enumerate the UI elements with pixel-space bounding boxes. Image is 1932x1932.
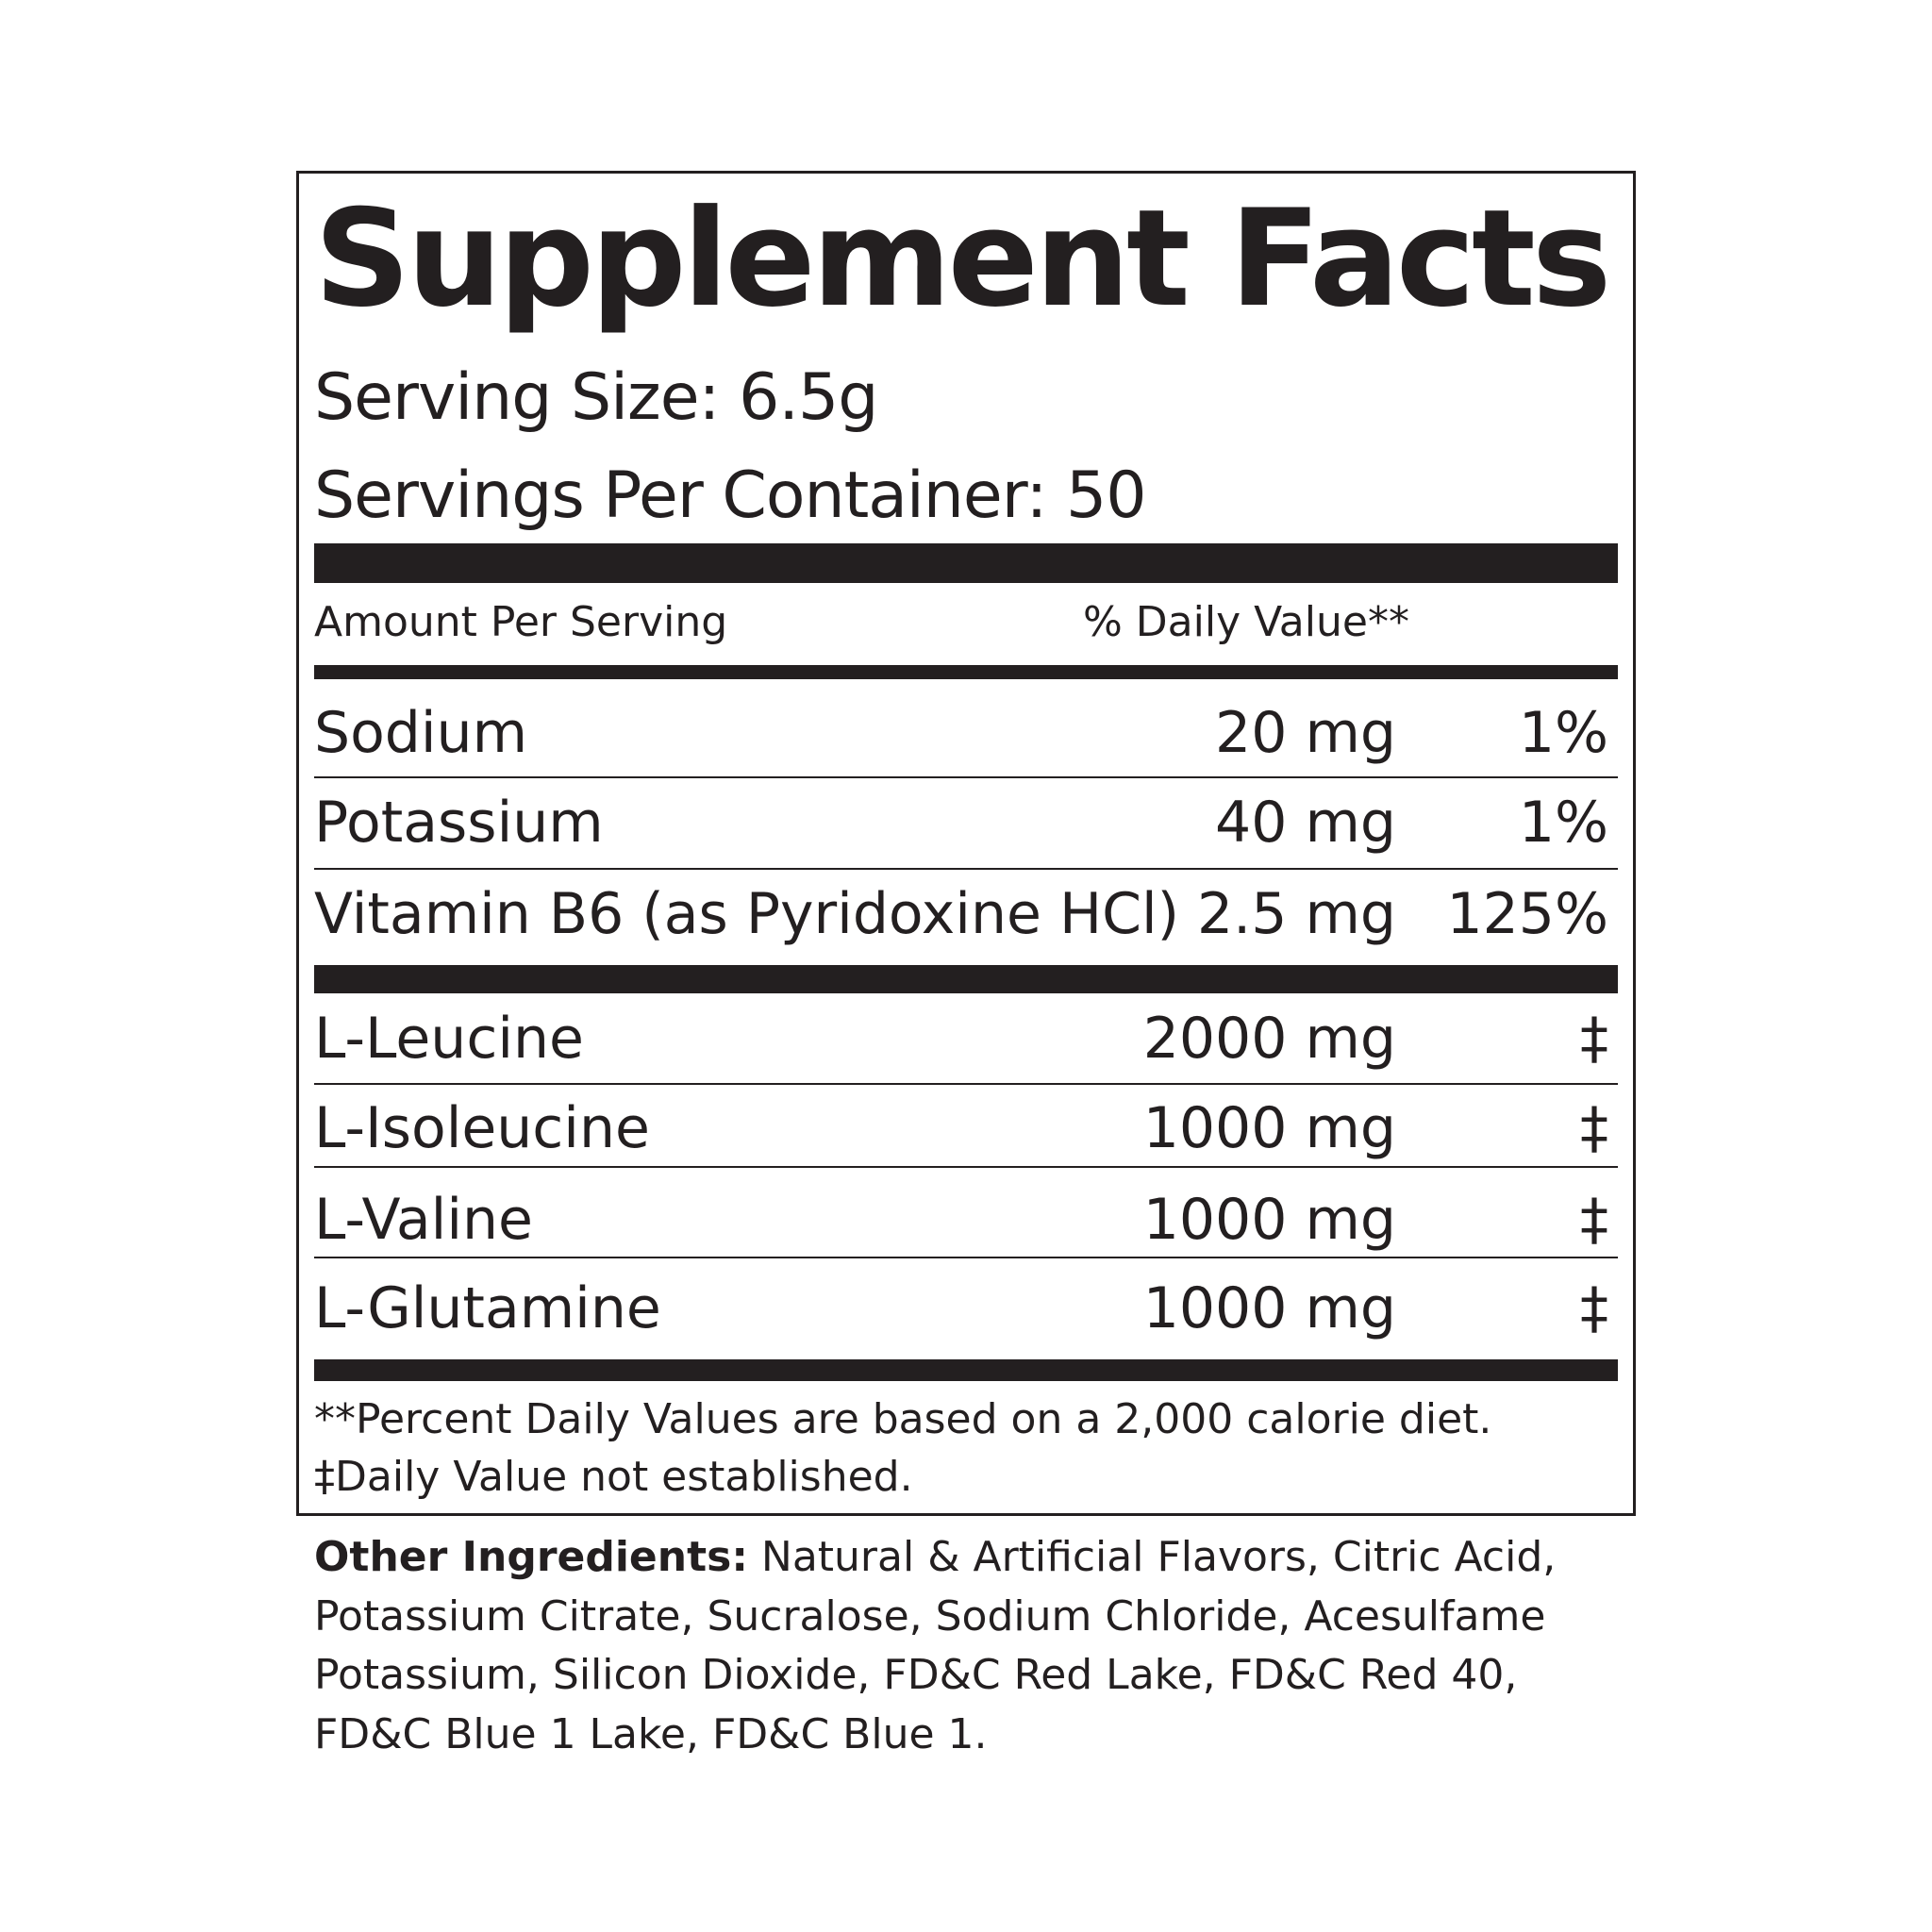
nutrient-name: Sodium: [314, 700, 528, 766]
ingredient-name: L-Glutamine: [314, 1275, 661, 1341]
ingredient-name: L-Leucine: [314, 1006, 584, 1072]
ingredient-name: L-Valine: [314, 1187, 533, 1253]
row-divider: [314, 1166, 1618, 1168]
nutrient-amount: 20 mg: [1215, 700, 1396, 766]
nutrient-dv: 1%: [1518, 790, 1608, 856]
ingredient-amount: 1000 mg: [1142, 1095, 1396, 1161]
thick-divider: [314, 1359, 1618, 1381]
ingredient-amount: 1000 mg: [1142, 1187, 1396, 1253]
ingredient-row: L-Isoleucine 1000 mg ‡: [314, 1091, 1616, 1166]
serving-size: Serving Size: 6.5g: [314, 360, 878, 435]
ingredient-dv: ‡: [1580, 1006, 1608, 1072]
divider: [314, 665, 1618, 679]
ingredient-row: L-Glutamine 1000 mg ‡: [314, 1271, 1616, 1346]
panel-title: Supplement Facts: [314, 181, 1611, 337]
nutrient-row: Sodium 20 mg 1%: [314, 695, 1616, 771]
amount-per-serving-header: Amount Per Serving: [314, 598, 728, 646]
nutrient-dv: 125%: [1446, 881, 1608, 947]
other-ingredients-label: Other Ingredients:: [314, 1533, 748, 1581]
ingredient-row: L-Leucine 2000 mg ‡: [314, 1001, 1616, 1076]
row-divider: [314, 1257, 1618, 1258]
daily-value-header: % Daily Value**: [1083, 598, 1409, 646]
ingredient-name: L-Isoleucine: [314, 1095, 650, 1161]
footnote-not-established: ‡Daily Value not established.: [314, 1453, 913, 1501]
nutrient-dv: 1%: [1518, 700, 1608, 766]
row-divider: [314, 868, 1618, 870]
ingredient-dv: ‡: [1580, 1275, 1608, 1341]
ingredient-dv: ‡: [1580, 1187, 1608, 1253]
other-ingredients-text: Natural & Artificial Flavors, Citric Aci…: [314, 1533, 1557, 1758]
servings-per-container: Servings Per Container: 50: [314, 458, 1147, 533]
nutrient-row: Vitamin B6 (as Pyridoxine HCl) 2.5 mg 125%: [314, 876, 1616, 952]
thick-divider: [314, 965, 1618, 993]
nutrient-name: Potassium: [314, 790, 604, 856]
nutrient-row: Potassium 40 mg 1%: [314, 785, 1616, 860]
ingredient-amount: 1000 mg: [1142, 1275, 1396, 1341]
thick-divider: [314, 543, 1618, 583]
ingredient-row: L-Valine 1000 mg ‡: [314, 1182, 1616, 1257]
row-divider: [314, 1083, 1618, 1085]
footnote-daily-value: **Percent Daily Values are based on a 2,…: [314, 1395, 1492, 1443]
nutrient-amount: 2.5 mg: [1196, 881, 1396, 947]
ingredient-amount: 2000 mg: [1142, 1006, 1396, 1072]
other-ingredients: Other Ingredients: Natural & Artificial …: [314, 1528, 1635, 1764]
nutrient-amount: 40 mg: [1215, 790, 1396, 856]
supplement-facts-panel: [296, 171, 1636, 1516]
row-divider: [314, 776, 1618, 778]
nutrient-name: Vitamin B6 (as Pyridoxine HCl): [314, 881, 1180, 947]
ingredient-dv: ‡: [1580, 1095, 1608, 1161]
